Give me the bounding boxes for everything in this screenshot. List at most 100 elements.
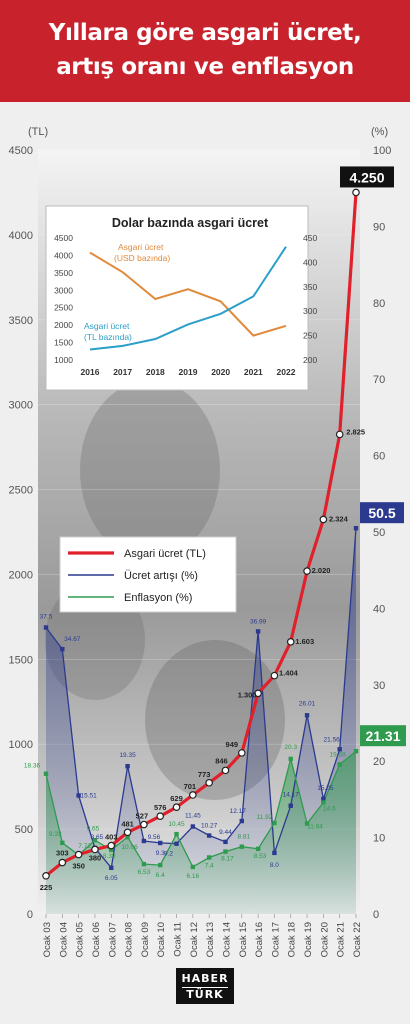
wage-point — [58, 858, 67, 867]
wage-value-label: 403 — [105, 833, 118, 842]
inflation-line — [45, 750, 357, 868]
left-tick-label: 4500 — [9, 145, 33, 157]
inset-x-label: 2018 — [146, 367, 165, 377]
x-tick-label: Ocak 16 — [254, 922, 265, 957]
inflation-value-label: 20.3 — [284, 744, 297, 751]
inflation-value-label: 14.6 — [323, 805, 336, 812]
inset-right-tick: 400 — [303, 257, 317, 267]
increase-value-label: 9.56 — [148, 834, 161, 841]
inflation-value-label: 8.81 — [237, 834, 250, 841]
inset-left-tick: 2500 — [54, 303, 73, 313]
wage-point — [270, 671, 279, 680]
wage-point — [140, 820, 148, 829]
wage-value-label: 576 — [154, 803, 167, 812]
increase-point — [304, 713, 310, 718]
right-tick-label: 10 — [373, 833, 385, 845]
wage-value-label: 225 — [40, 883, 53, 892]
increase-point — [76, 793, 81, 798]
increase-value-label: 37.5 — [40, 614, 53, 621]
x-tick-label: Ocak 05 — [75, 922, 86, 957]
inset-left-tick: 2000 — [54, 320, 73, 330]
legend-label: Asgari ücret (TL) — [124, 548, 206, 560]
backdrop-figure — [80, 380, 220, 560]
left-tick-label: 2500 — [9, 485, 33, 497]
inflation-point — [353, 748, 359, 754]
left-axis-unit: (TL) — [28, 126, 48, 138]
inflation-point — [337, 762, 342, 767]
x-tick-label: Ocak 11 — [173, 922, 184, 957]
increase-final-callout — [360, 502, 404, 524]
inflation-area — [46, 751, 356, 914]
logo-line-1: HABER — [181, 972, 229, 985]
inset-left-tick: 4000 — [54, 250, 73, 260]
left-tick-label: 500 — [15, 824, 33, 836]
wage-value-label: 949 — [226, 740, 239, 749]
inflation-final-label: 21.31 — [365, 728, 400, 744]
increase-value-label: 15.05 — [317, 785, 334, 792]
increase-point — [190, 824, 196, 829]
inflation-value-label: 10.06 — [121, 844, 138, 851]
increase-value-label: 15.51 — [80, 793, 97, 800]
increase-value-label: 9.44 — [219, 829, 232, 836]
left-tick-label: 0 — [27, 909, 33, 921]
inset-left-tick: 4500 — [54, 233, 73, 243]
inflation-point — [125, 834, 130, 840]
right-tick-label: 50 — [373, 527, 385, 539]
inflation-point — [272, 820, 277, 826]
increase-value-label: 34.67 — [64, 636, 81, 643]
x-tick-label: Ocak 22 — [352, 922, 363, 957]
inflation-value-label: 9.32 — [49, 831, 62, 838]
increase-value-label: 9.3 — [156, 850, 165, 857]
inflation-value-label: 8.53 — [254, 853, 267, 860]
increase-value-label: 36.99 — [250, 618, 267, 625]
axes-layer: 0 500 1000 1500 2000 2500 3000 3500 4000 4500 0 10 2… — [9, 126, 392, 957]
inflation-point — [255, 846, 261, 852]
wage-point — [42, 871, 50, 880]
wage-value-label: 1.404 — [279, 669, 299, 678]
increase-point — [353, 525, 359, 531]
increase-point — [125, 763, 130, 769]
right-tick-label: 70 — [373, 374, 385, 386]
inflation-point — [109, 847, 114, 853]
x-tick-label: Ocak 08 — [124, 922, 135, 957]
inflation-point — [206, 855, 212, 860]
inset-right-tick: 200 — [303, 355, 317, 365]
increase-point — [321, 796, 326, 802]
legend-label: Enflasyon (%) — [124, 592, 192, 604]
wage-final-label: 4.250 — [349, 169, 384, 185]
increase-point — [337, 747, 342, 752]
x-tick-label: Ocak 19 — [303, 922, 314, 957]
increase-value-label: 21.56 — [324, 736, 341, 743]
wage-value-label: 380 — [89, 853, 102, 862]
x-tick-label: Ocak 07 — [107, 922, 118, 957]
increase-value-label: 9.2 — [164, 851, 173, 858]
wage-value-label: 629 — [170, 794, 183, 803]
wage-point — [189, 791, 197, 799]
left-tick-label: 4000 — [9, 230, 33, 242]
increase-point — [158, 840, 163, 846]
increase-area — [46, 528, 356, 914]
x-tick-label: Ocak 03 — [42, 922, 53, 957]
inset-x-label: 2019 — [179, 367, 198, 377]
x-tick-label: Ocak 18 — [287, 922, 298, 957]
inset-x-label: 2016 — [81, 367, 100, 377]
increase-final-label: 50.5 — [368, 505, 395, 521]
increase-point — [60, 646, 65, 652]
x-tick-label: Ocak 15 — [238, 922, 249, 957]
inset-tl-label: Asgari ücret — [84, 321, 130, 331]
inset-right-tick: 250 — [303, 331, 317, 341]
inflation-value-label: 11.84 — [307, 824, 323, 831]
x-tick-label: Ocak 12 — [189, 922, 200, 957]
inset-x-label: 2022 — [277, 367, 296, 377]
inflation-point — [321, 800, 326, 805]
wage-value-label: 1.603 — [295, 637, 314, 646]
inset-right-tick: 450 — [303, 233, 317, 243]
inflation-value-label: 6.16 — [187, 873, 200, 880]
inset-title: Dolar bazında asgari ücret — [112, 216, 269, 230]
wage-point — [237, 749, 246, 757]
inset-chart: Dolar bazında asgari ücret 1000 1500 2000 25… — [45, 205, 317, 391]
right-tick-label: 40 — [373, 603, 385, 615]
inflation-value-label: 6.4 — [156, 872, 165, 879]
page-title-line-1: Yıllara göre asgari ücret, — [48, 20, 362, 46]
